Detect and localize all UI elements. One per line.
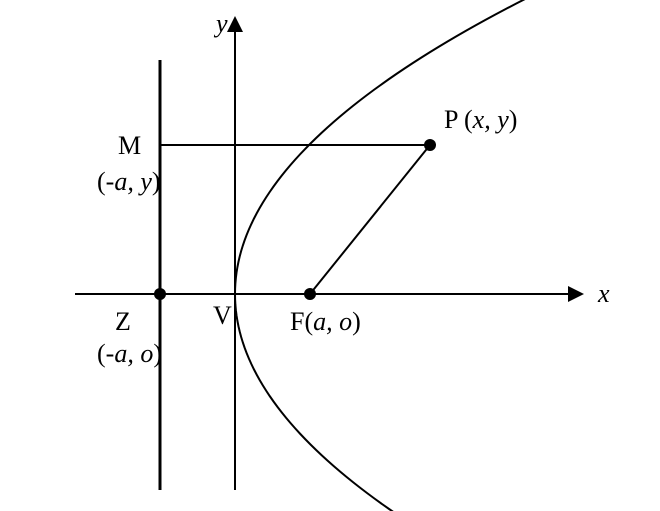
x-axis-label: x (597, 279, 610, 308)
coord-Z: (-a, o) (97, 339, 162, 368)
label-P: P (x, y) (444, 105, 517, 134)
y-axis-label: y (213, 9, 228, 38)
coord-M: (-a, y) (97, 167, 161, 196)
label-M: M (118, 131, 141, 160)
label-Z: Z (115, 307, 131, 336)
point-F (304, 288, 316, 300)
construction-segments (160, 145, 430, 294)
segment-F-P (310, 145, 430, 294)
point-P (424, 139, 436, 151)
label-V: V (213, 301, 232, 330)
point-Z (154, 288, 166, 300)
label-F: F(a, o) (290, 307, 361, 336)
parabola-curve (235, 0, 582, 511)
parabola-diagram: V F(a, o) Z (-a, o) M (-a, y) P (x, y) x y (0, 0, 660, 511)
